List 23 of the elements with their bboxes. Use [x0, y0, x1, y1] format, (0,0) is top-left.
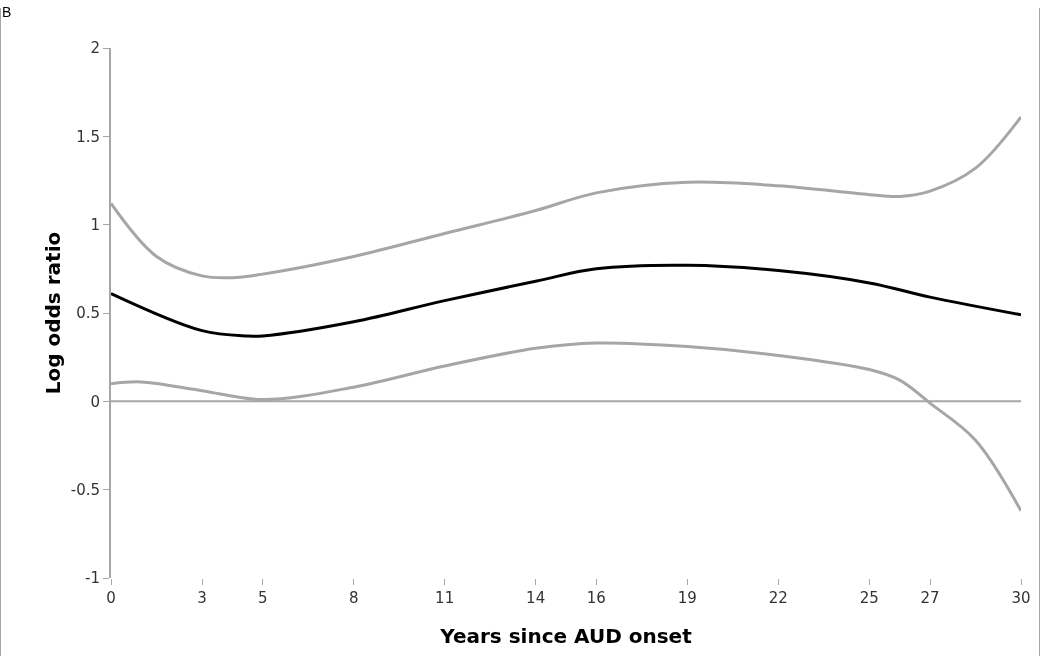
y-tick-label: 0 — [90, 392, 100, 411]
x-tick-label: 30 — [1011, 589, 1031, 607]
x-axis-title: Years since AUD onset — [439, 624, 693, 648]
x-tick-label: 14 — [526, 589, 546, 607]
x-tick-label: 3 — [197, 589, 207, 607]
panel-letter: B — [2, 4, 12, 20]
x-tick-label: 16 — [586, 589, 606, 607]
x-tick-label: 8 — [348, 589, 359, 607]
y-tick-label: 1 — [90, 215, 100, 234]
y-tick-label: 2 — [90, 39, 100, 58]
y-tick-label: -0.5 — [70, 480, 100, 499]
x-tick-label: 19 — [677, 589, 697, 607]
x-tick-label: 22 — [768, 589, 788, 607]
x-tick-label: 0 — [106, 589, 116, 607]
y-tick-label: 1.5 — [76, 127, 100, 146]
x-tick-label: 11 — [435, 589, 455, 607]
x-tick-label: 25 — [859, 589, 879, 607]
y-tick-label: 0.5 — [76, 304, 100, 323]
x-tick-label: 5 — [257, 589, 268, 607]
x-tick-label: 27 — [920, 589, 940, 607]
y-axis-title: Log odds ratio — [41, 231, 65, 395]
line-series — [111, 263, 1021, 338]
y-tick-label: -1 — [85, 569, 100, 588]
